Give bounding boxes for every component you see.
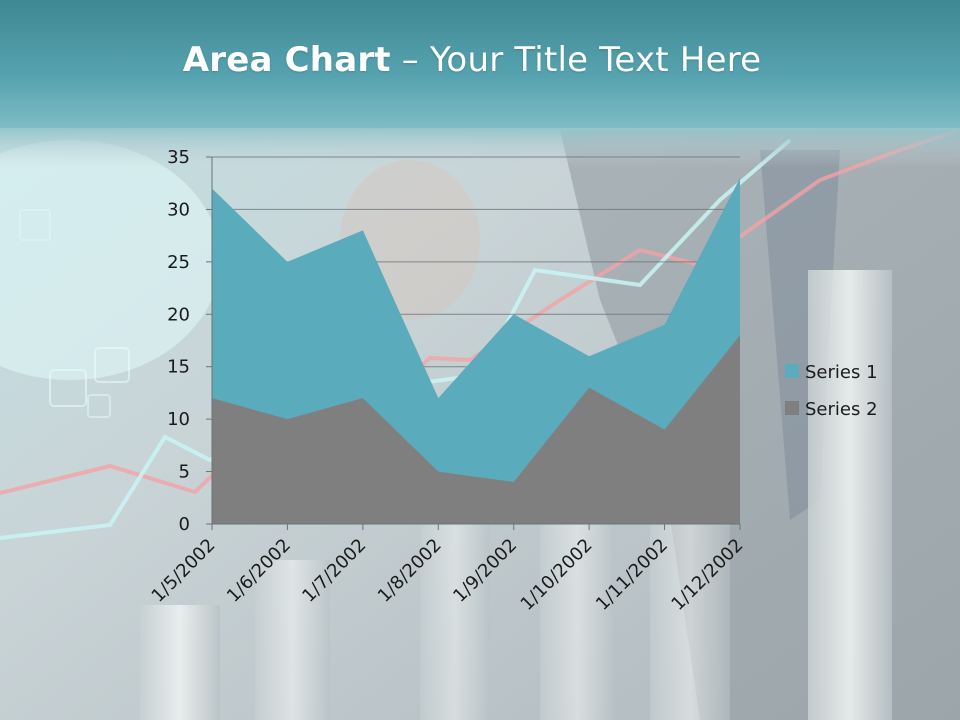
y-tick-labels: 0 5 10 15 20 25 30 35 bbox=[167, 147, 190, 535]
axes bbox=[206, 156, 741, 530]
y-tick-label: 15 bbox=[167, 357, 190, 378]
x-tick-label: 1/8/2002 bbox=[374, 535, 446, 607]
x-tick-label: 1/12/2002 bbox=[667, 535, 747, 615]
y-tick-label: 0 bbox=[179, 514, 190, 535]
title-separator: – bbox=[390, 40, 430, 80]
x-tick-label: 1/10/2002 bbox=[517, 535, 597, 615]
legend-label-series-2: Series 2 bbox=[805, 399, 878, 420]
y-tick-label: 25 bbox=[167, 252, 190, 273]
y-tick-label: 10 bbox=[167, 409, 190, 430]
legend: Series 1 Series 2 bbox=[785, 362, 878, 420]
title-rest: Your Title Text Here bbox=[429, 40, 762, 80]
slide-title: Area Chart – Your Title Text Here bbox=[0, 40, 944, 80]
title-bold: Area Chart bbox=[182, 40, 391, 80]
y-tick-label: 20 bbox=[167, 304, 190, 325]
y-tick-label: 30 bbox=[167, 199, 190, 220]
x-tick-label: 1/9/2002 bbox=[449, 535, 521, 607]
x-tick-label: 1/11/2002 bbox=[592, 535, 672, 615]
x-tick-labels: 1/5/2002 1/6/2002 1/7/2002 1/8/2002 1/9/2002… bbox=[148, 535, 748, 615]
x-tick-label: 1/5/2002 bbox=[148, 535, 220, 607]
area-series-2 bbox=[212, 335, 740, 524]
legend-swatch-series-1 bbox=[785, 364, 799, 378]
y-tick-label: 35 bbox=[167, 147, 190, 168]
series-areas bbox=[212, 177, 740, 524]
x-tick-label: 1/6/2002 bbox=[223, 535, 295, 607]
y-tick-label: 5 bbox=[179, 462, 190, 483]
legend-label-series-1: Series 1 bbox=[805, 362, 878, 383]
x-tick-label: 1/7/2002 bbox=[298, 535, 370, 607]
legend-swatch-series-2 bbox=[785, 401, 799, 415]
